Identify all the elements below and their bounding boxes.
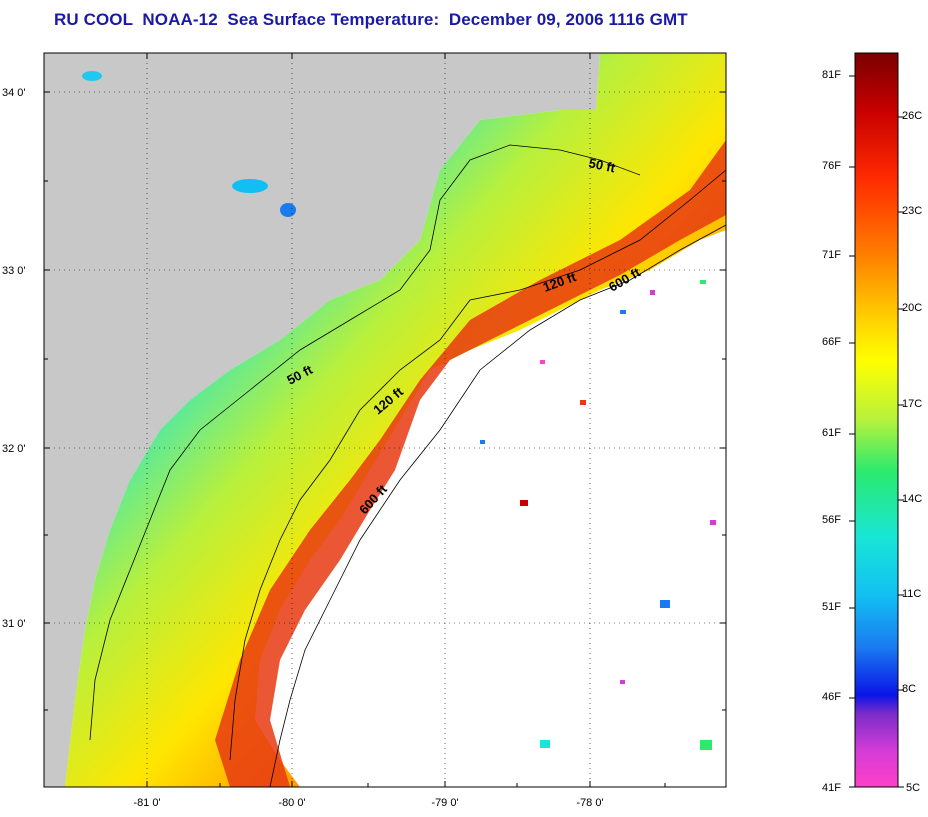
lon-label-79: -79 0' xyxy=(431,797,458,809)
colorbar-label-61f: 61F xyxy=(822,427,841,439)
lon-label-81: -81 0' xyxy=(133,797,160,809)
inland-lake-2 xyxy=(280,203,296,217)
graticule xyxy=(44,53,726,787)
colorbar-label-14c: 14C xyxy=(902,493,923,505)
lat-label-32: 32 0' xyxy=(2,443,26,455)
gulf-stream-warm-band xyxy=(215,140,726,787)
colorbar-label-71f: 71F xyxy=(822,249,841,261)
colorbar-label-76f: 76F xyxy=(822,160,841,172)
colorbar-label-11c: 11C xyxy=(902,588,922,600)
inland-lake-3 xyxy=(82,71,102,81)
colorbar-label-46f: 46F xyxy=(822,691,841,703)
colorbar-label-17c: 17C xyxy=(902,398,923,410)
colorbar-label-5c: 5C xyxy=(906,782,921,794)
colorbar-label-23c: 23C xyxy=(902,205,923,217)
cloud-speckle xyxy=(430,260,689,416)
colorbar-label-20c: 20C xyxy=(902,302,923,314)
noise-pixels xyxy=(480,280,716,750)
lat-label-34: 34 0' xyxy=(2,87,26,99)
map-frame xyxy=(43,52,727,788)
map-title: RU COOL NOAA-12 Sea Surface Temperature:… xyxy=(54,10,688,29)
colorbar-label-66f: 66F xyxy=(822,336,841,348)
lon-label-78: -78 0' xyxy=(576,797,603,809)
land-mass xyxy=(44,53,600,787)
inland-lake xyxy=(232,179,268,193)
colorbar-label-41f: 41F xyxy=(822,782,841,794)
colorbar-label-26c: 26C xyxy=(902,110,923,122)
lon-label-80: -80 0' xyxy=(278,797,305,809)
colorbar-label-8c: 8C xyxy=(902,683,917,695)
colorbar-ticks xyxy=(849,75,904,788)
colorbar-label-81f: 81F xyxy=(822,69,841,81)
isobath-120ft xyxy=(229,169,726,761)
axis-ticks xyxy=(44,53,726,787)
lat-label-33: 33 0' xyxy=(2,265,26,277)
isobath-600ft xyxy=(269,224,726,787)
colorbar-label-56f: 56F xyxy=(822,514,841,526)
isobath-50ft xyxy=(89,144,641,741)
contour-label-50ft-north: 50 ft xyxy=(587,155,617,175)
lat-label-31: 31 0' xyxy=(2,618,26,630)
colorbar xyxy=(854,52,899,788)
colorbar-label-51f: 51F xyxy=(822,601,841,613)
